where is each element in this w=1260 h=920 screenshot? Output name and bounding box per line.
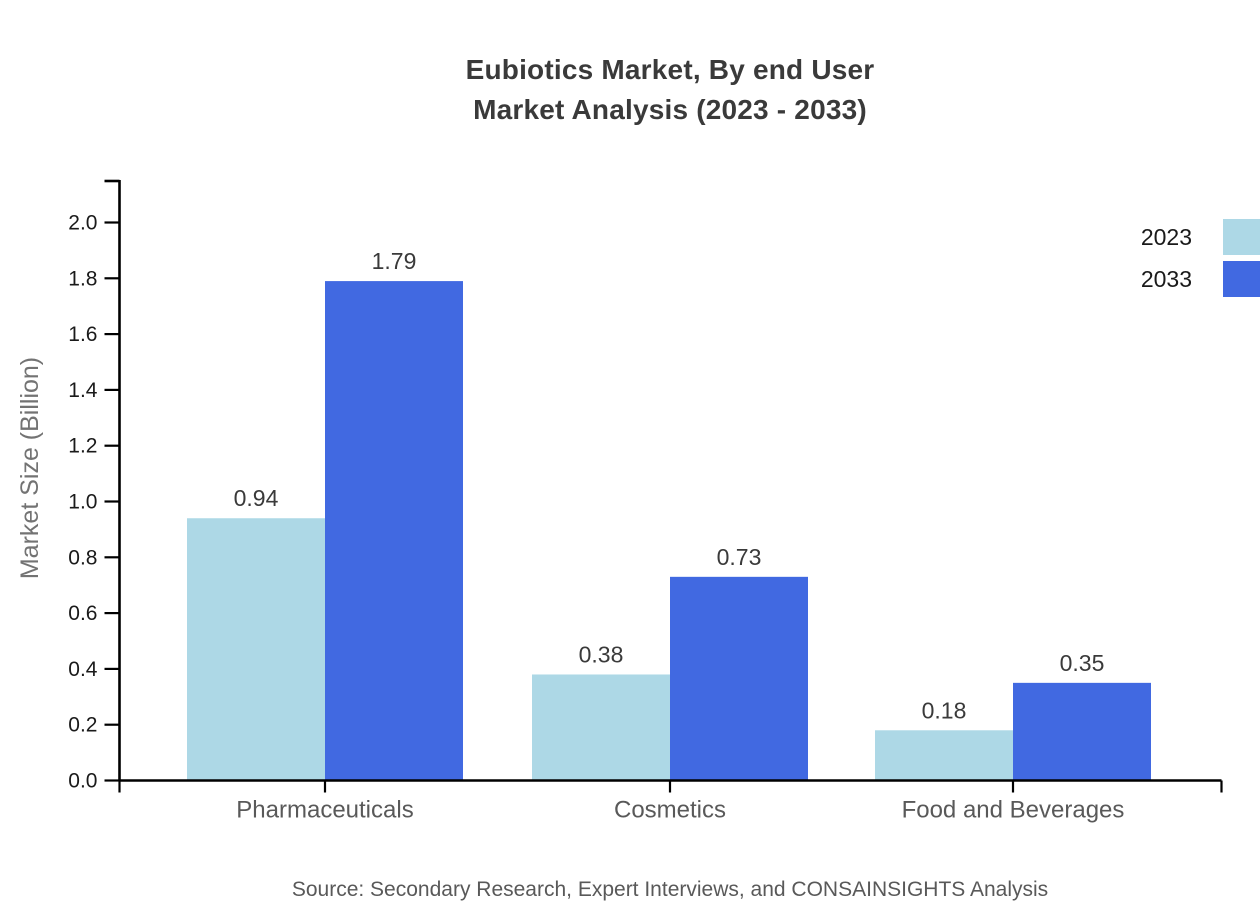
- value-label-2033-pharmaceuticals: 1.79: [372, 248, 417, 274]
- value-label-2023-cosmetics: 0.38: [579, 641, 624, 667]
- x-category-label-food-and-beverages: Food and Beverages: [902, 797, 1125, 824]
- legend: 2023 2033: [1141, 219, 1260, 303]
- bar-2023-pharmaceuticals: [187, 518, 325, 781]
- bar-2033-food-and-beverages: [1013, 682, 1151, 781]
- y-tick-label-1.8: 1.8: [68, 267, 97, 290]
- legend-label-2033: 2033: [1140, 265, 1192, 292]
- chart-title-line1: Eubiotics Market, By end User: [465, 54, 875, 85]
- bar-2033-cosmetics: [670, 576, 808, 781]
- y-tick-label-0.2: 0.2: [68, 714, 97, 737]
- y-tick-label-0.6: 0.6: [68, 602, 97, 625]
- bar-2023-cosmetics: [532, 674, 670, 781]
- bar-2033-pharmaceuticals: [325, 281, 463, 781]
- y-tick-label-1.6: 1.6: [68, 323, 97, 346]
- value-label-2033-food-and-beverages: 0.35: [1060, 650, 1105, 676]
- x-category-label-cosmetics: Cosmetics: [614, 797, 726, 824]
- source-note: Source: Secondary Research, Expert Inter…: [291, 878, 1049, 901]
- y-tick-label-1.2: 1.2: [68, 435, 97, 458]
- legend-swatch-2033: [1223, 261, 1260, 297]
- y-tick-label-0.0: 0.0: [68, 770, 97, 793]
- y-tick-label-2.0: 2.0: [68, 212, 97, 235]
- legend-item-2033: 2033: [1141, 261, 1260, 297]
- chart-title-line2: Market Analysis (2023 - 2033): [473, 94, 867, 125]
- value-label-2023-food-and-beverages: 0.18: [922, 697, 967, 723]
- legend-item-2023: 2023: [1141, 219, 1260, 255]
- y-tick-label-1.0: 1.0: [68, 491, 97, 514]
- value-label-2023-pharmaceuticals: 0.94: [234, 485, 279, 511]
- bar-2023-food-and-beverages: [875, 730, 1013, 781]
- legend-swatch-2023: [1223, 219, 1260, 255]
- y-tick-label-1.4: 1.4: [68, 379, 98, 402]
- y-axis-title: Market Size (Billion): [16, 357, 44, 579]
- legend-label-2023: 2023: [1140, 223, 1192, 250]
- value-label-2033-cosmetics: 0.73: [717, 544, 762, 570]
- y-tick-label-0.8: 0.8: [68, 546, 97, 569]
- y-tick-label-0.4: 0.4: [68, 658, 98, 681]
- x-category-label-pharmaceuticals: Pharmaceuticals: [236, 797, 413, 824]
- chart-title: Eubiotics Market, By end User Market Ana…: [80, 50, 1260, 130]
